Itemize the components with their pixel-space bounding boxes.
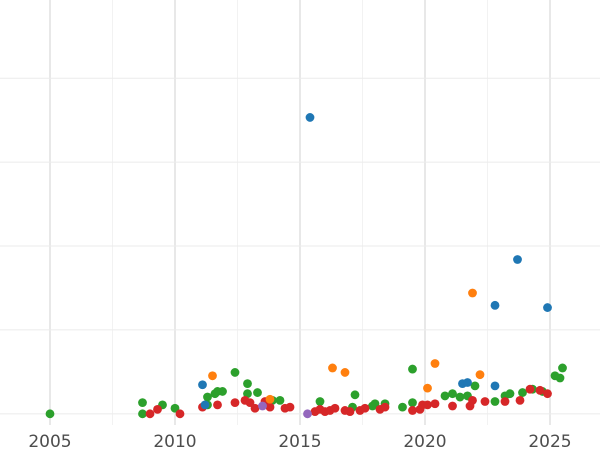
data-point [253, 388, 262, 397]
data-point [153, 404, 162, 414]
x-tick-label: 2020 [403, 432, 446, 450]
data-point [315, 397, 325, 406]
data-point [535, 385, 545, 395]
data-point [258, 401, 267, 411]
data-point [408, 364, 417, 374]
data-point [468, 395, 477, 405]
data-point [555, 373, 565, 383]
data-point [303, 409, 312, 419]
data-point [455, 392, 465, 402]
data-point [350, 390, 360, 400]
data-point [440, 391, 450, 401]
data-point [208, 371, 217, 381]
data-point [398, 402, 407, 412]
data-point [138, 409, 147, 419]
data-point [408, 398, 417, 408]
data-point [525, 384, 535, 394]
data-point [360, 403, 370, 413]
data-point [265, 402, 275, 412]
data-point [45, 409, 55, 419]
data-point [513, 255, 522, 264]
data-point [430, 399, 440, 409]
data-point [203, 392, 212, 402]
data-point [138, 398, 147, 408]
x-tick-label: 2005 [28, 432, 71, 450]
grid-layer [0, 0, 600, 425]
data-point [213, 400, 222, 410]
data-point [230, 368, 240, 377]
data-point [408, 406, 417, 415]
data-point [423, 383, 432, 393]
data-point [500, 397, 510, 406]
data-point [330, 403, 340, 413]
data-point [448, 389, 457, 399]
data-point [490, 397, 500, 406]
data-point [218, 387, 227, 396]
data-point [423, 400, 432, 410]
data-point [490, 381, 500, 391]
data-point [198, 380, 207, 390]
data-point [515, 395, 525, 405]
x-tick-label: 2015 [278, 432, 321, 450]
data-point [480, 397, 490, 406]
data-point [380, 402, 390, 412]
data-point [518, 388, 527, 397]
x-tick-labels: 2005 2010 2015 2020 2025 [28, 432, 571, 450]
data-point [328, 363, 337, 373]
data-point [430, 359, 440, 368]
data-point [265, 394, 275, 404]
data-point [558, 363, 567, 373]
data-point [230, 398, 240, 408]
data-point [490, 300, 500, 310]
data-point [505, 389, 515, 399]
points-layer [45, 113, 567, 419]
data-point [448, 401, 457, 411]
data-point [468, 288, 477, 298]
data-point [285, 402, 295, 412]
data-point [345, 407, 355, 416]
data-point [200, 400, 210, 410]
data-point [145, 409, 155, 419]
data-point [543, 389, 552, 399]
data-point [275, 395, 285, 405]
data-point [340, 368, 350, 377]
data-point [543, 303, 552, 312]
data-point [463, 378, 472, 387]
data-point [305, 113, 315, 122]
data-point [243, 389, 252, 399]
data-point [243, 379, 252, 389]
data-point [250, 403, 260, 413]
x-tick-label: 2010 [153, 432, 196, 450]
data-point [475, 370, 485, 380]
data-point [175, 409, 185, 419]
x-tick-label: 2025 [528, 432, 571, 450]
data-point [470, 381, 480, 391]
